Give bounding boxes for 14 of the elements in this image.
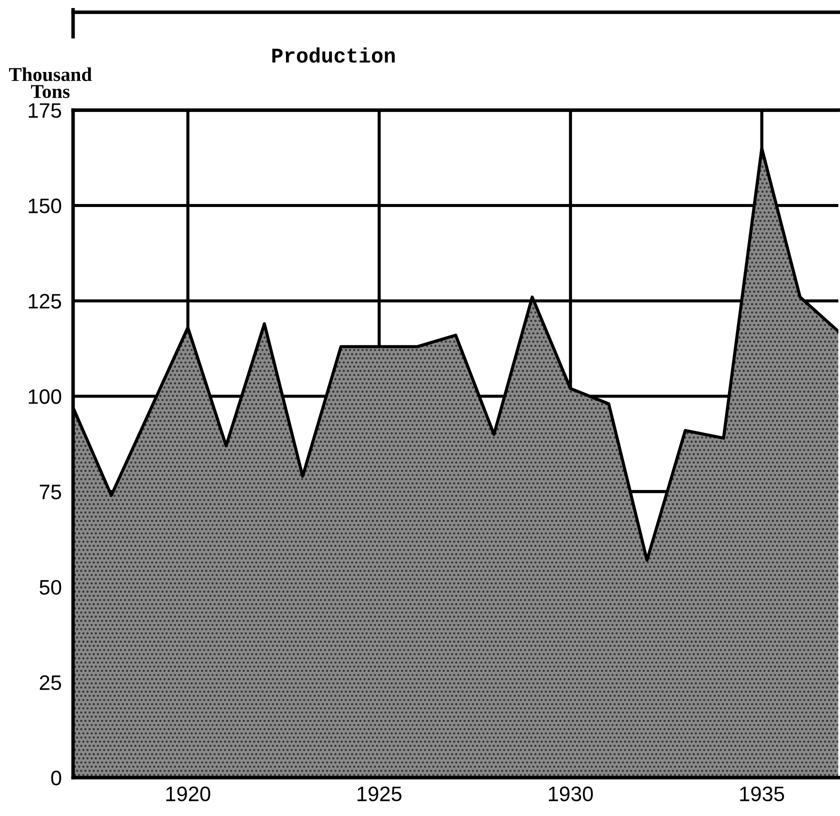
x-tick-label: 1930 (548, 786, 593, 802)
y-tick-label: 150 (28, 198, 62, 214)
y-tick-label: 50 (40, 580, 62, 595)
y-tick-label: 175 (28, 103, 62, 118)
y-axis-title: Thousand Tons (9, 67, 92, 98)
y-tick-label: 25 (40, 675, 62, 690)
chart-title: Production (272, 47, 395, 63)
y-tick-label: 75 (40, 484, 62, 500)
y-tick-label: 0 (51, 770, 62, 786)
y-tick-label: 100 (28, 389, 62, 404)
x-tick-label: 1925 (358, 786, 402, 802)
x-tick-label: 1935 (740, 786, 784, 802)
y-tick-label: 125 (28, 294, 62, 309)
x-tick-label: 1920 (166, 786, 210, 802)
